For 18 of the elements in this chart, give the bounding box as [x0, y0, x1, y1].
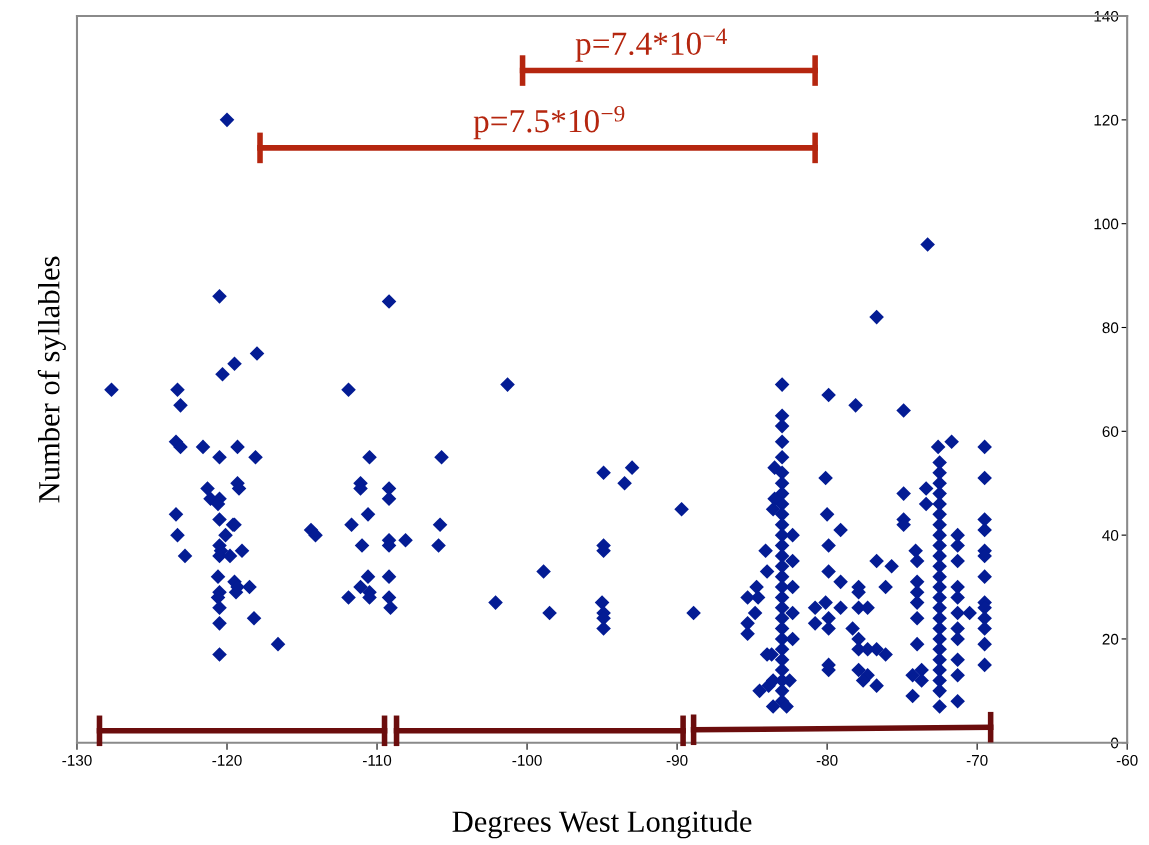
x-tick-label: -110	[362, 754, 392, 766]
y-tick-label: 100	[1094, 218, 1119, 230]
x-tick-label: -70	[966, 754, 988, 766]
y-tick-label: 120	[1094, 114, 1119, 126]
y-tick-label: 40	[1102, 529, 1119, 541]
annotation: p=7.4*10$^{−4}$	[575, 28, 727, 62]
annotation: p=7.5*10$^{−9}$	[473, 105, 625, 140]
x-tick-label: -100	[512, 754, 542, 766]
x-tick-label: -120	[212, 754, 242, 766]
y-axis-title: Number of syllables	[37, 256, 66, 503]
y-tick-label: 60	[1102, 426, 1119, 437]
x-tick-label: -80	[816, 754, 838, 766]
x-tick-label: -90	[666, 754, 688, 766]
x-tick-label: -60	[1116, 754, 1138, 766]
y-tick-label: 80	[1102, 322, 1119, 334]
x-tick-label: -130	[62, 754, 92, 766]
y-tick-label: 20	[1102, 633, 1119, 645]
x-axis-title: Degrees West Longitude	[452, 810, 752, 839]
